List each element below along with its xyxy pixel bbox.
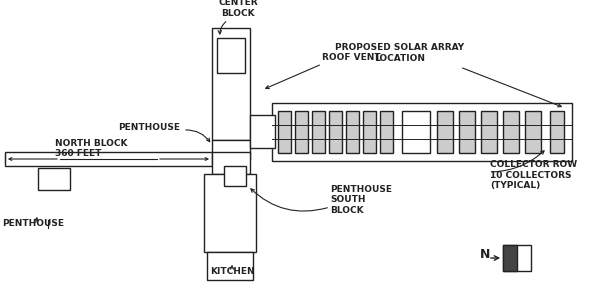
Bar xyxy=(204,174,256,252)
Bar xyxy=(380,111,393,153)
Text: COLLECTOR ROW
10 COLLECTORS
(TYPICAL): COLLECTOR ROW 10 COLLECTORS (TYPICAL) xyxy=(490,160,577,190)
Bar xyxy=(346,111,359,153)
Bar xyxy=(272,103,572,161)
Text: PROPOSED SOLAR ARRAY
LOCATION: PROPOSED SOLAR ARRAY LOCATION xyxy=(336,43,465,63)
Bar xyxy=(459,111,475,153)
Bar xyxy=(402,111,430,153)
Text: PENTHOUSE: PENTHOUSE xyxy=(118,123,180,133)
Bar xyxy=(437,111,453,153)
Text: ROOF VENT: ROOF VENT xyxy=(322,54,381,63)
Text: PENTHOUSE
SOUTH
BLOCK: PENTHOUSE SOUTH BLOCK xyxy=(330,185,392,215)
Text: PENTHOUSE: PENTHOUSE xyxy=(2,218,64,228)
Bar xyxy=(503,245,517,271)
Bar xyxy=(503,111,519,153)
Bar xyxy=(38,168,70,190)
Text: N: N xyxy=(480,248,490,260)
Bar xyxy=(224,166,246,186)
Bar xyxy=(503,245,531,271)
Bar xyxy=(550,111,564,153)
Bar xyxy=(5,152,212,166)
Bar xyxy=(329,111,342,153)
Bar xyxy=(295,111,308,153)
Bar xyxy=(363,111,376,153)
Bar xyxy=(525,111,541,153)
Text: 360 FEET: 360 FEET xyxy=(55,148,101,158)
Bar xyxy=(278,111,291,153)
Bar xyxy=(212,28,250,140)
Bar xyxy=(312,111,325,153)
Bar xyxy=(207,252,253,280)
Bar xyxy=(250,115,275,148)
Bar xyxy=(481,111,497,153)
Text: NORTH BLOCK: NORTH BLOCK xyxy=(55,139,127,148)
Bar xyxy=(212,140,250,160)
Text: CENTER
BLOCK: CENTER BLOCK xyxy=(218,0,258,18)
Bar xyxy=(212,152,250,174)
Text: KITCHEN: KITCHEN xyxy=(210,268,255,276)
Bar xyxy=(217,38,245,73)
